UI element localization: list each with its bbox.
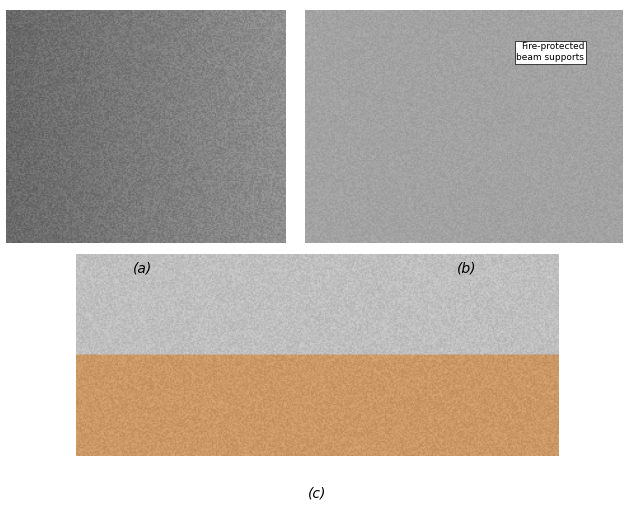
Text: (a): (a) [133, 261, 152, 275]
Text: (b): (b) [457, 261, 476, 275]
Text: Fire-protected
beam supports: Fire-protected beam supports [516, 43, 584, 62]
Text: (c): (c) [309, 487, 326, 501]
